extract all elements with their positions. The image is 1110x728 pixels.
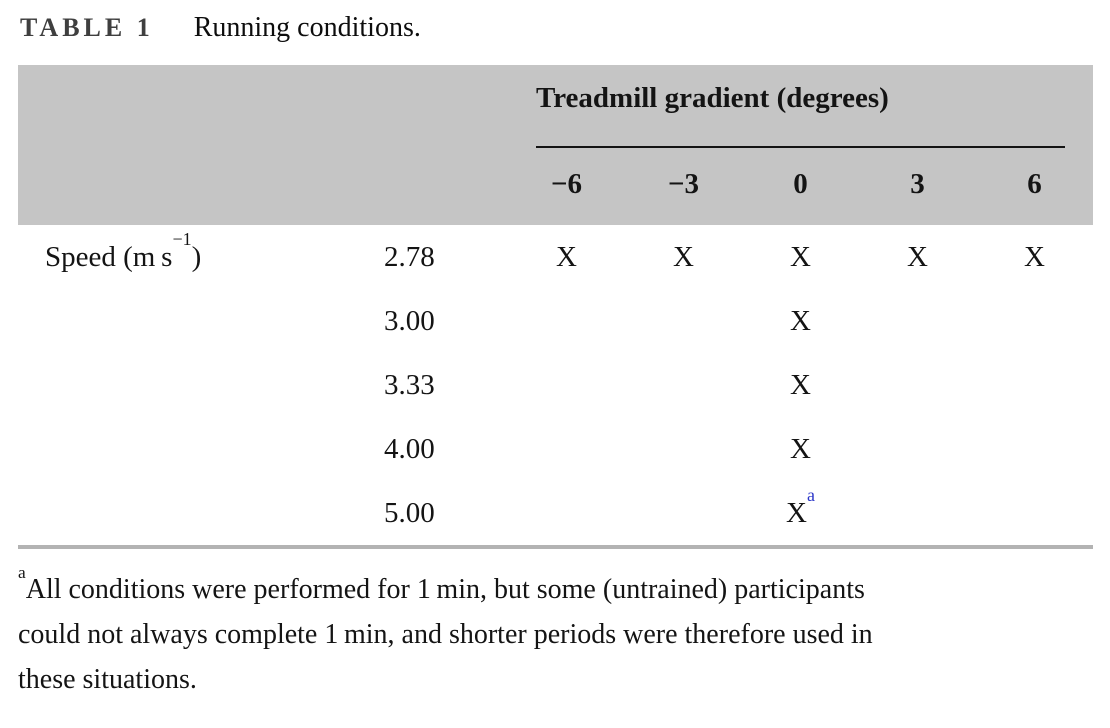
- gradient-column-header: 6: [1027, 168, 1042, 200]
- gradient-header-rule: [536, 146, 1065, 148]
- running-conditions-table: Treadmill gradient (degrees) −6 −3 0 3 6…: [18, 65, 1093, 545]
- condition-mark: X: [907, 240, 928, 273]
- table-caption: Running conditions.: [193, 12, 421, 43]
- gradient-columns-row: −6 −3 0 3 6: [18, 168, 1093, 201]
- table-title-row: TABLE 1 Running conditions.: [0, 0, 1110, 46]
- speed-value: 3.33: [384, 368, 435, 401]
- table-row: 3.00 X: [18, 289, 1093, 353]
- table-bottom-rule: [18, 545, 1093, 549]
- row-group-label-sup: −1: [172, 228, 192, 249]
- spanning-header-cell: Treadmill gradient (degrees): [508, 81, 1093, 148]
- footnote-line: aAll conditions were performed for 1 min…: [18, 564, 1096, 612]
- speed-value: 2.78: [384, 240, 435, 273]
- condition-mark: X: [790, 240, 811, 273]
- gradient-column-header: −6: [550, 168, 583, 200]
- condition-mark-with-footnote: Xa: [742, 486, 859, 530]
- footnote-text: All conditions were performed for 1 min,…: [25, 574, 865, 605]
- row-group-label: Speed (m s−1): [18, 230, 378, 274]
- speed-value: 3.00: [384, 304, 435, 337]
- table-row: 5.00 Xa: [18, 481, 1093, 545]
- condition-mark: X: [790, 432, 811, 465]
- row-group-label-text: Speed (m s: [45, 240, 173, 273]
- row-group-label-suffix: ): [191, 240, 202, 273]
- table-body: Speed (m s−1) 2.78 X X X X X 3.00 X 3.33: [18, 225, 1093, 545]
- gradient-column-header: −3: [667, 168, 700, 200]
- footnote-marker-superscript: a: [806, 484, 815, 505]
- condition-mark: X: [1024, 240, 1045, 273]
- spanning-header-row: Treadmill gradient (degrees): [18, 81, 1093, 148]
- condition-mark: X: [673, 240, 694, 273]
- gradient-column-header: 3: [910, 168, 925, 200]
- condition-mark: X: [790, 368, 811, 401]
- gradient-column-header: 0: [793, 168, 808, 200]
- speed-value: 4.00: [384, 432, 435, 465]
- condition-mark: X: [790, 304, 811, 337]
- gradient-span-header: Treadmill gradient (degrees): [536, 82, 889, 114]
- footnote-marker: a: [18, 563, 26, 583]
- condition-mark: X: [556, 240, 577, 273]
- footnote-line: could not always complete 1 min, and sho…: [18, 619, 873, 650]
- condition-mark: X: [786, 496, 807, 529]
- speed-value: 5.00: [384, 496, 435, 529]
- table-row: 3.33 X: [18, 353, 1093, 417]
- table-row: 4.00 X: [18, 417, 1093, 481]
- table-header-band: Treadmill gradient (degrees) −6 −3 0 3 6: [18, 65, 1093, 225]
- table-footnote: aAll conditions were performed for 1 min…: [18, 564, 1096, 702]
- footnote-line: these situations.: [18, 664, 197, 695]
- table-row: Speed (m s−1) 2.78 X X X X X: [18, 225, 1093, 289]
- table-number-label: TABLE 1: [20, 13, 154, 42]
